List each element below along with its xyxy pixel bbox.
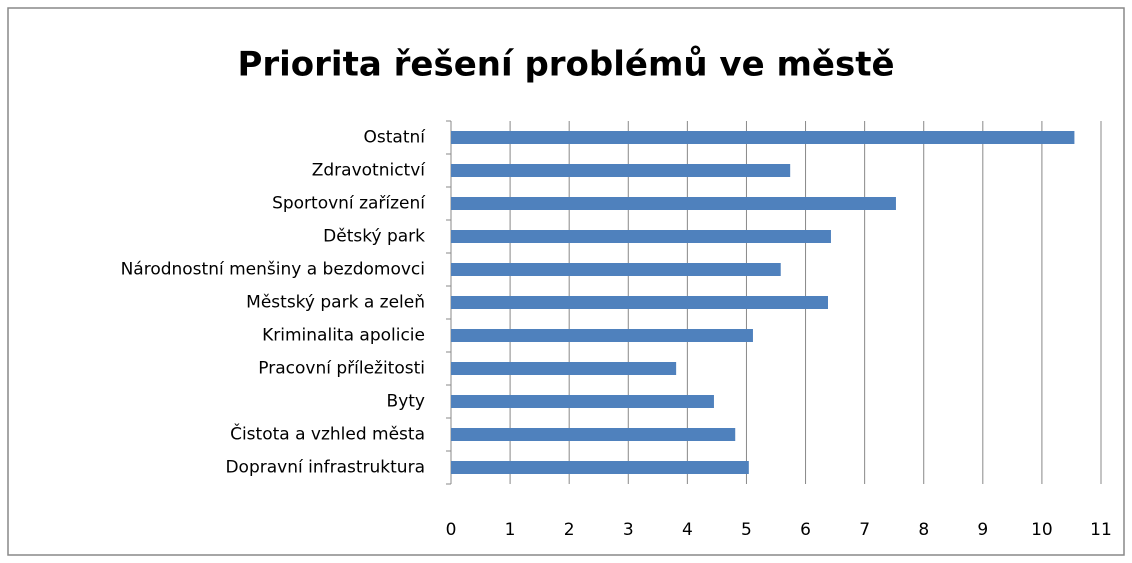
chart-title: Priorita řešení problémů ve městě bbox=[237, 45, 894, 85]
x-tick-label: 10 bbox=[1031, 520, 1053, 540]
y-tick-label: Sportovní zařízení bbox=[272, 194, 426, 214]
y-tick-label: Dětský park bbox=[323, 227, 425, 247]
y-tick-label: Byty bbox=[387, 392, 425, 412]
x-tick-label: 2 bbox=[564, 520, 575, 540]
x-tick-label: 3 bbox=[623, 520, 634, 540]
bar bbox=[451, 395, 714, 408]
bar bbox=[451, 230, 831, 243]
y-tick-label: Ostatní bbox=[364, 128, 427, 148]
bar bbox=[451, 362, 677, 375]
y-tick-label: Národnostní menšiny a bezdomovci bbox=[121, 260, 425, 280]
x-tick-label: 1 bbox=[505, 520, 516, 540]
y-tick-label: Zdravotnictví bbox=[312, 161, 427, 181]
bar bbox=[451, 461, 749, 474]
x-tick-label: 7 bbox=[859, 520, 870, 540]
bar bbox=[451, 131, 1075, 144]
bar bbox=[451, 164, 791, 177]
x-tick-label: 5 bbox=[741, 520, 752, 540]
y-tick-label: Pracovní příležitosti bbox=[258, 359, 425, 379]
x-tick-label: 6 bbox=[800, 520, 811, 540]
bar bbox=[451, 329, 753, 342]
y-tick-label: Dopravní infrastruktura bbox=[225, 458, 425, 478]
y-tick-label: Kriminalita apolicie bbox=[262, 326, 425, 346]
bar bbox=[451, 263, 781, 276]
y-tick-label: Městský park a zeleň bbox=[246, 293, 425, 313]
x-tick-label: 9 bbox=[977, 520, 988, 540]
x-tick-label: 0 bbox=[446, 520, 457, 540]
x-tick-label: 4 bbox=[682, 520, 693, 540]
bar bbox=[451, 197, 896, 210]
x-tick-label: 8 bbox=[918, 520, 929, 540]
bar bbox=[451, 296, 828, 309]
bar bbox=[451, 428, 736, 441]
x-tick-label: 11 bbox=[1090, 520, 1112, 540]
y-tick-label: Čistota a vzhled města bbox=[230, 423, 425, 445]
